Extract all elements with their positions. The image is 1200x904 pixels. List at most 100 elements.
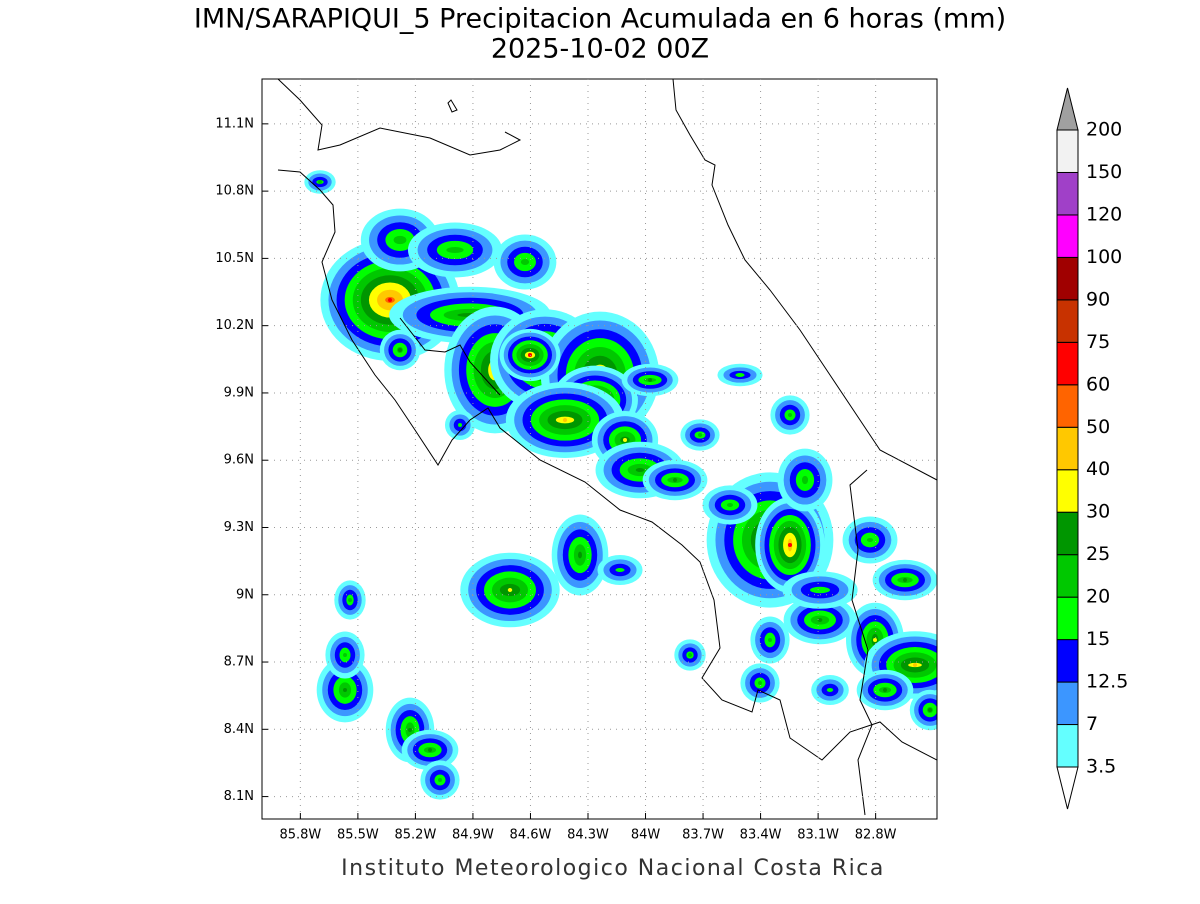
colorbar-label: 100 xyxy=(1086,246,1122,268)
precip-contour xyxy=(688,653,692,657)
colorbar-label: 12.5 xyxy=(1086,671,1128,693)
precip-contour xyxy=(408,728,412,732)
precip-contour xyxy=(698,433,702,437)
precip-contour xyxy=(623,438,627,442)
island xyxy=(447,99,458,113)
subtitle: 2025-10-02 00Z xyxy=(491,34,709,65)
coastline xyxy=(849,469,873,816)
y-tick-label: 10.2N xyxy=(215,318,254,333)
x-tick-label: 83.7W xyxy=(682,828,724,843)
precip-contour xyxy=(883,688,887,692)
precip-contour xyxy=(458,423,462,427)
x-tick-label: 84.3W xyxy=(567,828,609,843)
precip-contour xyxy=(810,586,830,594)
precip-contour xyxy=(788,413,792,417)
precip-contour xyxy=(343,688,347,692)
y-tick-label: 8.7N xyxy=(224,655,254,670)
colorbar-label: 3.5 xyxy=(1086,756,1116,778)
precip-contour xyxy=(507,588,513,592)
colorbar-label: 90 xyxy=(1086,288,1110,310)
colorbar-label: 7 xyxy=(1086,713,1098,735)
x-tick-label: 83.4W xyxy=(740,828,782,843)
y-tick-label: 8.1N xyxy=(224,789,254,804)
y-tick-label: 9N xyxy=(236,587,254,602)
title: IMN/SARAPIQUI_5 Precipitacion Acumulada … xyxy=(194,4,1006,35)
colorbar-box xyxy=(1056,171,1079,216)
precip-contour xyxy=(348,598,352,602)
precip-contour xyxy=(903,578,907,582)
colorbar-box xyxy=(1056,299,1079,343)
precip-contour xyxy=(735,373,745,377)
colorbar-label: 40 xyxy=(1086,458,1110,480)
colorbar-over xyxy=(1056,87,1079,131)
precip-contour xyxy=(866,538,874,542)
precipitation-field xyxy=(304,170,937,800)
y-tick-label: 8.4N xyxy=(224,722,254,737)
colorbar-label: 30 xyxy=(1086,501,1110,523)
x-tick-label: 83.1W xyxy=(797,828,839,843)
precip-contour xyxy=(563,418,567,422)
colorbar-label: 15 xyxy=(1086,628,1110,650)
colorbar-box xyxy=(1056,384,1079,428)
colorbar-box xyxy=(1056,426,1079,471)
y-tick-label: 11.1N xyxy=(215,116,254,131)
precip-contour xyxy=(817,618,823,622)
y-tick-label: 9.6N xyxy=(224,453,254,468)
precip-contour xyxy=(768,638,772,642)
colorbar-label: 60 xyxy=(1086,373,1110,395)
colorbar-box xyxy=(1056,129,1079,173)
precip-contour xyxy=(343,653,347,657)
colorbar-box xyxy=(1056,341,1079,386)
coastline xyxy=(277,169,937,761)
precip-contour xyxy=(615,568,625,572)
y-tick-label: 9.9N xyxy=(224,385,254,400)
precip-contour xyxy=(446,246,464,254)
colorbar: 3.5 7 12.5 15 20 25 30 40 50 60 75 90 100 120 150 200 xyxy=(1056,87,1128,810)
colorbar-label: 75 xyxy=(1086,331,1110,353)
colorbar-box xyxy=(1056,596,1079,641)
coastlines xyxy=(277,79,937,816)
precip-contour xyxy=(788,543,792,547)
precip-contour xyxy=(398,348,402,352)
colorbar-label: 200 xyxy=(1086,119,1122,141)
precip-contour xyxy=(438,778,442,782)
precip-contour xyxy=(913,663,917,667)
precip-contour xyxy=(648,378,652,382)
y-tick-label: 10.5N xyxy=(215,251,254,266)
colorbar-label: 50 xyxy=(1086,416,1110,438)
precip-contour xyxy=(635,468,645,472)
precip-contour xyxy=(726,503,734,507)
colorbar-label: 20 xyxy=(1086,586,1110,608)
colorbar-box xyxy=(1056,639,1079,683)
colorbar-label: 25 xyxy=(1086,543,1110,565)
colorbar-box xyxy=(1056,469,1079,513)
precip-contour xyxy=(758,681,762,685)
precip-contour xyxy=(520,258,530,266)
colorbar-box xyxy=(1056,681,1079,726)
colorbar-box xyxy=(1056,214,1079,258)
precip-contour xyxy=(393,235,407,245)
x-tick-label: 84.6W xyxy=(510,828,552,843)
precip-contour xyxy=(318,180,322,184)
colorbar-box xyxy=(1056,554,1079,598)
y-tick-label: 9.3N xyxy=(224,520,254,535)
x-tick-label: 85.8W xyxy=(279,828,321,843)
colorbar-box xyxy=(1056,724,1079,768)
x-tick-label: 84.9W xyxy=(452,828,494,843)
x-tick-label: 82.8W xyxy=(855,828,897,843)
precip-contour xyxy=(578,551,582,559)
precip-contour xyxy=(928,708,932,712)
y-tick-label: 10.8N xyxy=(215,184,254,199)
coastline xyxy=(672,79,937,481)
x-tick-label: 85.5W xyxy=(337,828,379,843)
coastline xyxy=(277,79,522,156)
map-frame xyxy=(261,78,938,820)
x-tick-label: 84W xyxy=(631,828,661,843)
precip-contour xyxy=(873,638,877,642)
coastline xyxy=(399,317,501,396)
axes: 85.8W 85.5W 85.2W 84.9W 84.6W 84.3W 84W 83.7W 83… xyxy=(215,79,937,843)
colorbar-label: 150 xyxy=(1086,161,1122,183)
colorbar-label: 120 xyxy=(1086,203,1122,225)
footer: Instituto Meteorologico Nacional Costa R… xyxy=(341,856,885,881)
colorbar-box xyxy=(1056,256,1079,301)
